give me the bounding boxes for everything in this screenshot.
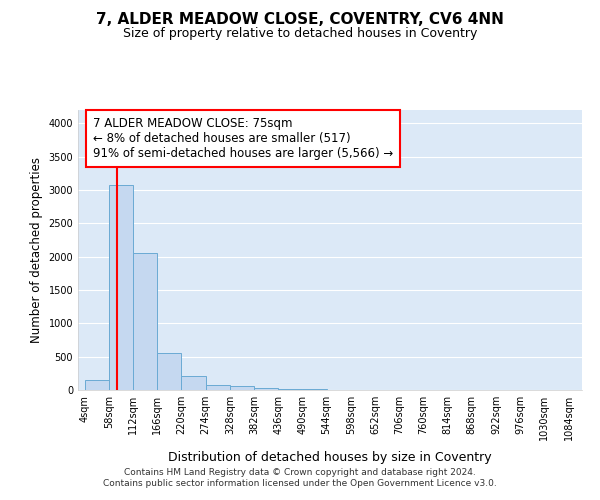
Text: Size of property relative to detached houses in Coventry: Size of property relative to detached ho… [123, 28, 477, 40]
Text: 7 ALDER MEADOW CLOSE: 75sqm
← 8% of detached houses are smaller (517)
91% of sem: 7 ALDER MEADOW CLOSE: 75sqm ← 8% of deta… [93, 117, 394, 160]
Text: 7, ALDER MEADOW CLOSE, COVENTRY, CV6 4NN: 7, ALDER MEADOW CLOSE, COVENTRY, CV6 4NN [96, 12, 504, 28]
Bar [157, 352, 181, 390]
Bar [181, 376, 206, 390]
Text: Contains HM Land Registry data © Crown copyright and database right 2024.
Contai: Contains HM Land Registry data © Crown c… [103, 468, 497, 487]
Bar [133, 252, 157, 390]
Bar [109, 186, 133, 390]
Bar [85, 380, 109, 390]
X-axis label: Distribution of detached houses by size in Coventry: Distribution of detached houses by size … [168, 451, 492, 464]
Bar [206, 385, 230, 390]
Bar [254, 388, 278, 390]
Bar [230, 386, 254, 390]
Y-axis label: Number of detached properties: Number of detached properties [30, 157, 43, 343]
Bar [278, 388, 302, 390]
